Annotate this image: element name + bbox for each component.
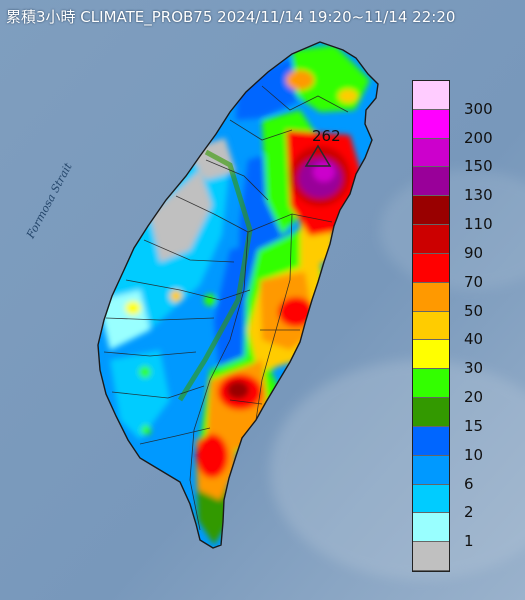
legend-tick-label: 110 bbox=[464, 215, 493, 234]
legend-tick-label: 40 bbox=[464, 330, 484, 349]
legend-tick-label: 1 bbox=[464, 532, 474, 551]
map-title: 累積3小時 CLIMATE_PROB75 2024/11/14 19:20~11… bbox=[6, 8, 456, 26]
legend-swatch bbox=[413, 196, 449, 226]
legend-tick-label: 200 bbox=[464, 128, 493, 147]
legend-tick-label: 300 bbox=[464, 99, 493, 118]
legend-swatch bbox=[413, 282, 449, 312]
legend-tick-label: 50 bbox=[464, 301, 484, 320]
legend-swatch bbox=[413, 369, 449, 399]
legend-tick-label: 130 bbox=[464, 186, 493, 205]
legend-swatch bbox=[413, 225, 449, 254]
legend-swatch bbox=[413, 109, 449, 139]
legend-swatch bbox=[413, 455, 449, 485]
cloud-haze bbox=[270, 360, 525, 580]
legend-swatch bbox=[413, 542, 449, 571]
legend-swatch bbox=[413, 138, 449, 168]
legend-tick-label: 10 bbox=[464, 445, 484, 464]
legend-tick-label: 90 bbox=[464, 243, 484, 262]
legend-swatch bbox=[413, 167, 449, 197]
legend-tick-label: 30 bbox=[464, 359, 484, 378]
legend-tick-label: 150 bbox=[464, 157, 493, 176]
legend-tick-label: 20 bbox=[464, 388, 484, 407]
legend-swatch bbox=[413, 81, 449, 110]
peak-marker-icon bbox=[304, 144, 332, 167]
legend-swatch bbox=[413, 340, 449, 370]
legend-swatch bbox=[413, 484, 449, 514]
legend-swatch bbox=[413, 311, 449, 341]
legend-tick-label: 6 bbox=[464, 474, 474, 493]
legend-swatch bbox=[413, 513, 449, 543]
peak-value-label: 262 bbox=[312, 127, 341, 145]
taiwan-island-icon bbox=[97, 41, 379, 549]
legend-swatch bbox=[413, 426, 449, 456]
legend-tick-label: 70 bbox=[464, 272, 484, 291]
legend-swatch bbox=[413, 253, 449, 283]
legend-tick-label: 15 bbox=[464, 416, 484, 435]
rainfall-legend bbox=[412, 80, 450, 572]
legend-tick-label: 2 bbox=[464, 503, 474, 522]
legend-swatch bbox=[413, 398, 449, 427]
county-boundaries bbox=[103, 85, 349, 531]
